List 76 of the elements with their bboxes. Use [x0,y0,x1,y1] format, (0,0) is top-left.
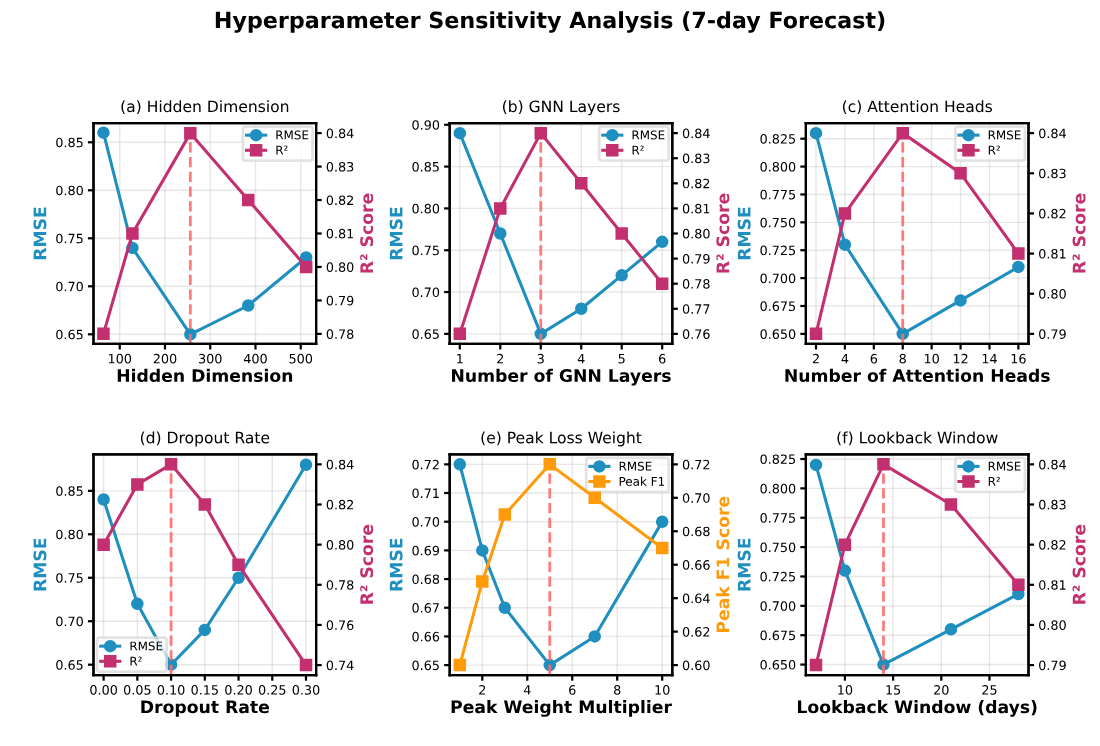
point [543,458,557,471]
y-axis-title: RMSE [33,538,47,591]
point [476,575,489,588]
x-axis-title: Dropout Rate [141,700,270,717]
point [126,227,139,240]
point [574,302,588,316]
point [242,299,255,312]
point [299,260,313,274]
point [838,207,852,220]
point [498,508,512,521]
point [655,541,669,555]
point [198,498,212,511]
point [184,126,197,140]
point [299,658,313,672]
point [242,193,255,207]
point [453,458,467,471]
point [1012,260,1025,274]
point [588,630,601,643]
text: Hyperparameter Sensitivity Analysis (7-day Forecast) [215,11,885,33]
y-axis-title: RMSE [737,207,751,260]
point [588,491,601,505]
point [655,277,669,290]
y2-axis-title: R² Score [716,193,730,273]
point [954,294,967,307]
point [97,538,110,551]
point [1012,247,1025,260]
point [299,458,313,471]
point [131,597,144,611]
y2-axis-title: R² Score [1072,193,1086,273]
point [453,327,467,341]
point [131,478,144,491]
point [809,126,823,140]
point [97,493,110,506]
x-axis-title: Number of Attention Heads [785,368,1050,383]
y2-axis-title: R² Score [360,193,374,273]
point [655,235,669,249]
point [809,327,823,341]
point [198,623,212,637]
y-axis-title: RMSE [737,538,751,591]
point [494,202,507,215]
point [1012,578,1025,592]
point [574,177,588,190]
point [453,658,467,672]
point [498,601,512,614]
point [453,126,467,140]
y-axis-title: RMSE [389,207,403,260]
point [896,126,909,140]
x-axis-title: Lookback Window (days) [798,700,1037,717]
point [838,238,852,251]
point [476,544,489,557]
point [615,269,628,282]
y2-axis-title: R² Score [1072,524,1086,604]
point [954,167,967,180]
x-axis-title: Peak Weight Multiplier [451,700,672,717]
point [534,126,548,140]
point [232,558,245,571]
y2-axis-title: Peak F1 Score [716,496,730,633]
point [838,564,852,577]
point [97,327,110,341]
point [809,658,823,672]
point [164,458,178,471]
x-axis-title: Number of GNN Layers [452,368,671,386]
point [232,571,245,585]
point [809,458,823,472]
x-axis-title: Hidden Dimension [117,368,293,383]
y2-axis-title: R² Score [360,524,374,604]
point [615,227,628,240]
point [838,538,852,551]
point [944,623,958,636]
point [97,126,110,139]
point [877,458,890,471]
y-axis-title: RMSE [33,207,47,260]
y-axis-title: RMSE [389,538,403,591]
point [944,498,958,511]
point [655,515,669,528]
point [494,227,507,240]
